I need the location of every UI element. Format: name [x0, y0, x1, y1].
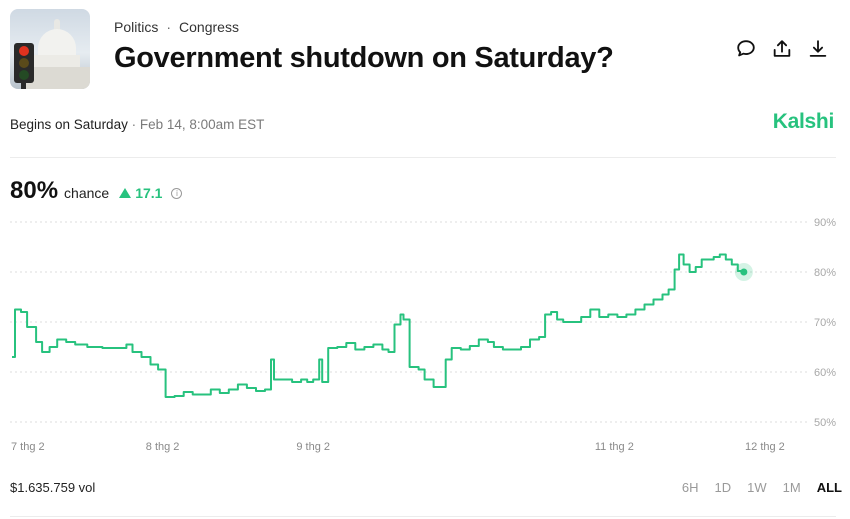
begins-text: Begins on Saturday — [10, 117, 128, 132]
kalshi-logo[interactable]: Kalshi — [772, 110, 835, 133]
change-indicator: 17.1 — [119, 185, 162, 201]
range-all[interactable]: ALL — [816, 480, 842, 495]
market-thumbnail — [10, 9, 90, 89]
y-tick-label: 50% — [814, 417, 836, 429]
chance-label: chance — [64, 185, 110, 201]
range-selector: 6H 1D 1W 1M ALL — [682, 480, 842, 495]
change-value: 17.1 — [135, 185, 163, 201]
capitol-base-shape — [26, 67, 90, 89]
x-tick-label: 12 thg 2 — [745, 441, 785, 453]
market-meta: Begins on Saturday · Feb 14, 8:00am EST — [10, 117, 264, 132]
y-tick-label: 80% — [814, 267, 836, 279]
page-title: Government shutdown on Saturday? — [114, 42, 614, 74]
capitol-spire-shape — [54, 19, 60, 31]
volume-text: $1.635.759 vol — [10, 480, 96, 495]
x-tick-label: 8 thg 2 — [146, 441, 180, 453]
divider-top — [10, 157, 836, 158]
divider-bottom — [10, 516, 836, 517]
chance-value: 80% — [10, 177, 59, 204]
y-tick-label: 60% — [814, 367, 836, 379]
breadcrumb-separator: · — [166, 19, 172, 35]
range-1d[interactable]: 1D — [714, 480, 732, 495]
begins-date: · Feb 14, 8:00am EST — [127, 117, 265, 132]
range-1m[interactable]: 1M — [782, 480, 801, 495]
current-point — [740, 268, 748, 276]
breadcrumb: Politics · Congress — [114, 19, 239, 35]
download-icon[interactable] — [807, 38, 829, 60]
info-icon[interactable]: i — [171, 188, 183, 199]
action-bar — [735, 38, 829, 60]
breadcrumb-politics[interactable]: Politics — [114, 19, 159, 35]
comment-icon[interactable] — [735, 38, 757, 60]
breadcrumb-congress[interactable]: Congress — [179, 19, 239, 35]
capitol-dome-shape — [38, 29, 76, 59]
price-chart[interactable]: 50% 60% 70% 80% 90% 7 thg 2 8 thg 2 9 thg 2 11 t… — [0, 205, 850, 465]
traffic-light-pole — [21, 83, 26, 89]
traffic-light-icon — [14, 43, 34, 83]
triangle-up-icon — [119, 188, 132, 198]
x-tick-label: 9 thg 2 — [296, 441, 330, 453]
y-tick-label: 70% — [814, 317, 836, 329]
x-tick-label: 7 thg 2 — [11, 441, 45, 453]
y-tick-label: 90% — [814, 217, 836, 229]
x-tick-label: 11 thg 2 — [595, 441, 634, 453]
chance-stat: 80% chance 17.1 i — [10, 177, 183, 205]
series-line — [12, 253, 745, 398]
range-1w[interactable]: 1W — [747, 480, 767, 495]
capitol-drum-shape — [34, 55, 80, 67]
range-6h[interactable]: 6H — [681, 480, 699, 495]
share-icon[interactable] — [771, 38, 793, 60]
